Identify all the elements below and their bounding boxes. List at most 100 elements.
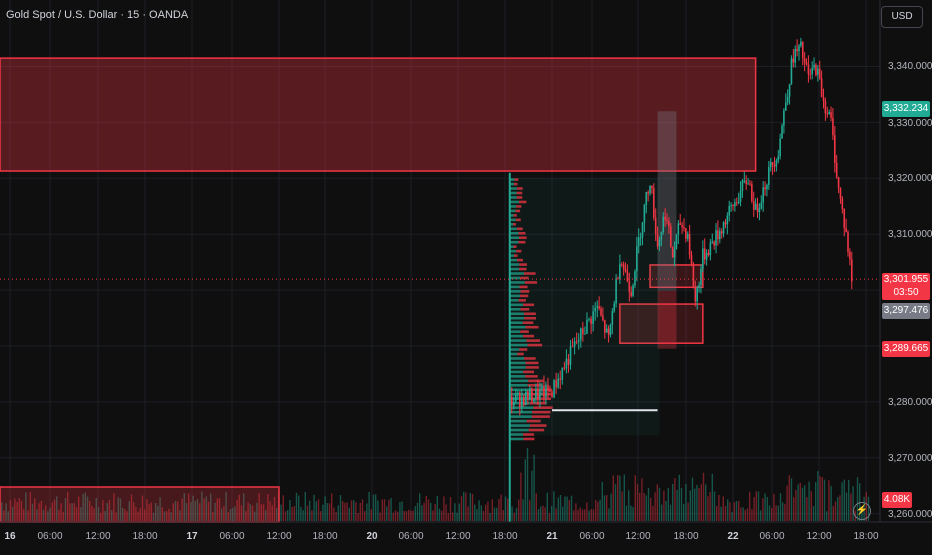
volume-bar xyxy=(535,493,537,521)
volume-bar xyxy=(570,495,573,521)
volume-bar xyxy=(155,503,157,521)
volume-bar xyxy=(524,459,526,521)
volume-bar xyxy=(678,474,680,521)
volume-profile-bar xyxy=(518,299,526,302)
volume-bar xyxy=(799,482,801,521)
volume-profile-bar xyxy=(509,361,526,365)
candle-body xyxy=(788,84,791,97)
volume-bar xyxy=(128,501,130,521)
volume-profile-bar xyxy=(519,285,528,289)
volume-profile-bar xyxy=(509,433,524,436)
volume-profile-bar xyxy=(509,254,515,257)
volume-bar xyxy=(227,512,229,521)
volume-bar xyxy=(544,507,546,521)
volume-profile-bar xyxy=(509,196,517,199)
volume-bar xyxy=(542,505,544,521)
candle-body xyxy=(656,233,659,247)
currency-button[interactable]: USD xyxy=(881,6,923,28)
volume-profile-bar xyxy=(516,258,523,262)
volume-bar xyxy=(298,495,300,521)
time-label: 12:00 xyxy=(445,531,471,542)
volume-profile-bar xyxy=(509,272,524,275)
projection-zone-risk xyxy=(657,290,677,349)
volume-bar xyxy=(469,493,471,521)
volume-bar xyxy=(496,507,498,521)
volume-profile-bar xyxy=(527,343,543,347)
volume-bar xyxy=(665,500,667,521)
volume-profile-bar xyxy=(509,267,519,271)
volume-bar xyxy=(203,498,205,521)
candle-body xyxy=(641,222,644,238)
candle-body xyxy=(732,205,734,207)
volume-bar xyxy=(111,510,113,521)
volume-bar xyxy=(229,508,232,521)
volume-bar xyxy=(474,504,476,521)
volume-bar xyxy=(276,507,278,521)
supply-zone xyxy=(0,57,757,172)
projection-zone xyxy=(657,111,677,291)
candle-body xyxy=(781,125,783,139)
candle-body xyxy=(617,278,619,280)
volume-bar xyxy=(82,494,84,521)
volume-bar xyxy=(575,503,577,521)
candle-body xyxy=(713,241,715,246)
volume-bar xyxy=(711,473,713,521)
volume-bar xyxy=(702,472,705,521)
volume-bar xyxy=(322,504,324,521)
volume-profile-bar xyxy=(509,299,519,302)
candle-body xyxy=(730,205,732,207)
red-price-marker: 3,289.665 xyxy=(882,341,930,357)
volume-bar xyxy=(485,504,487,521)
volume-bar xyxy=(245,511,247,521)
volume-bar xyxy=(287,510,289,521)
volume-bar xyxy=(223,506,225,521)
volume-bar xyxy=(210,493,212,521)
volume-bar xyxy=(317,499,320,521)
volume-bar xyxy=(302,510,304,521)
volume-profile-bar xyxy=(509,419,527,423)
time-label: 06:00 xyxy=(37,531,63,542)
volume-profile-bar xyxy=(528,428,545,432)
volume-bar xyxy=(568,499,570,521)
volume-bar xyxy=(40,500,42,521)
volume-bar xyxy=(498,499,500,521)
candle-body xyxy=(737,201,740,204)
volume-bar xyxy=(612,475,614,521)
volume-bar xyxy=(328,503,331,521)
volume-bar xyxy=(830,485,832,521)
candle-body xyxy=(769,162,772,167)
volume-bar xyxy=(95,497,97,521)
volume-bar xyxy=(29,491,31,521)
candle-body xyxy=(694,287,697,302)
lightning-icon[interactable]: ⚡ xyxy=(853,502,871,520)
volume-bar xyxy=(381,499,383,521)
volume-bar xyxy=(669,504,672,521)
volume-profile-bar xyxy=(513,214,517,217)
volume-bar xyxy=(12,506,14,521)
volume-profile-bar xyxy=(515,209,521,213)
volume-bar xyxy=(713,491,716,521)
candle-body xyxy=(835,162,838,178)
volume-bar xyxy=(623,474,625,521)
candle-body xyxy=(751,184,753,201)
candle-body xyxy=(624,269,627,272)
volume-bar xyxy=(309,500,311,521)
volume-bar xyxy=(643,493,645,521)
volume-bar xyxy=(27,510,29,521)
candle-body xyxy=(588,318,590,320)
candle-body xyxy=(749,183,751,185)
volume-bar xyxy=(304,491,306,521)
volume-bar xyxy=(630,505,632,521)
candle-body xyxy=(529,388,531,400)
volume-bar xyxy=(595,500,597,521)
volume-bar xyxy=(315,501,317,521)
volume-bar xyxy=(273,496,276,521)
time-label: 20 xyxy=(366,531,378,542)
candle-body xyxy=(820,78,823,97)
candle-body xyxy=(647,191,649,194)
volume-profile-bar xyxy=(516,249,522,253)
time-label: 06:00 xyxy=(579,531,605,542)
volume-profile-bar xyxy=(509,191,517,195)
